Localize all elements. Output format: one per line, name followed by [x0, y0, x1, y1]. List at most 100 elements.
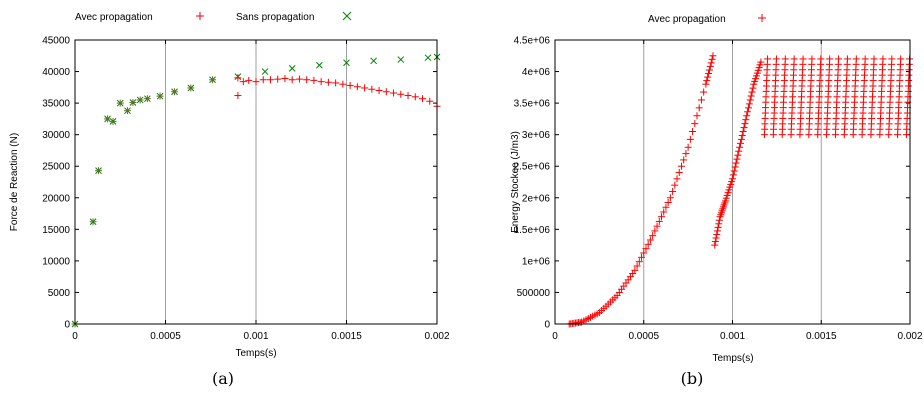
chart-b-xtick-label: 0.0015	[806, 331, 837, 342]
chart-a-legend: Avec propagation Sans propagation	[75, 11, 352, 23]
chart-a-point-avec	[156, 92, 164, 100]
chart-b-point	[735, 147, 743, 155]
chart-a-marks	[71, 53, 441, 328]
chart-a-point-avec	[116, 99, 124, 107]
chart-a-point-sans	[343, 59, 350, 67]
chart-a-legend-marker-avec	[196, 12, 204, 20]
chart-a-point-avec	[281, 74, 289, 82]
chart-b-point	[748, 88, 756, 96]
chart-b-point	[808, 55, 816, 63]
chart-a-point-avec	[303, 76, 311, 84]
chart-b-point	[764, 55, 772, 63]
chart-b-point	[658, 213, 665, 221]
chart-b-point	[653, 222, 661, 230]
chart-b-point	[852, 55, 860, 63]
chart-a-point-avec	[245, 76, 253, 84]
chart-b-point	[826, 55, 834, 63]
chart-b-point	[680, 156, 688, 164]
chart-a-point-avec	[397, 90, 405, 98]
chart-b-point	[730, 167, 738, 175]
chart-a-point-avec	[310, 76, 318, 84]
chart-b-point	[732, 159, 740, 167]
chart-b-ytick-label: 1.5e+06	[514, 225, 551, 236]
chart-b-point	[669, 187, 677, 195]
chart-b-point	[675, 169, 683, 177]
chart-a-legend-marker-sans	[342, 11, 352, 21]
chart-a-point-sans	[261, 68, 269, 75]
chart-a-point-avec	[259, 76, 267, 84]
chart-b-ytick-label: 2.5e+06	[514, 162, 551, 173]
chart-b-point	[747, 92, 755, 100]
chart-a-point-avec	[252, 78, 260, 86]
chart-b-point	[689, 128, 697, 136]
chart-b-point	[646, 236, 654, 244]
chart-b-ytick-label: 3.5e+06	[514, 99, 551, 110]
chart-a-ytick-label: 30000	[42, 130, 70, 141]
chart-a-point-avec	[368, 85, 376, 93]
chart-b-point	[888, 55, 896, 63]
chart-b-ytick-label: 3e+06	[522, 130, 551, 141]
chart-b-point	[697, 96, 705, 104]
chart-a-point-avec	[426, 97, 434, 105]
chart-b-point	[731, 163, 739, 171]
chart-a-point-avec	[187, 84, 195, 92]
chart-b-point	[742, 116, 750, 124]
chart-b-point	[638, 253, 646, 261]
chart-b-ticks: 0 0.0005 0.001 0.0015 0.002 0 500000 1e+06 1.5e+…	[514, 36, 923, 343]
chart-a-point-avec	[295, 75, 303, 83]
chart-b-point	[691, 120, 699, 128]
chart-a-ytick-label: 40000	[42, 67, 70, 78]
chart-a-xtick-label: 0	[72, 331, 78, 342]
chart-b-ytick-label: 4e+06	[522, 67, 551, 78]
chart-a-point-avec	[332, 79, 340, 87]
chart-a-xlabel: Temps(s)	[235, 348, 276, 359]
chart-a-point-avec	[346, 81, 354, 89]
chart-b-point	[799, 55, 807, 63]
chart-b-point	[708, 55, 716, 63]
chart-a-point-avec	[361, 84, 369, 92]
chart-a-point-avec	[234, 92, 242, 100]
chart-b-point	[897, 55, 905, 63]
chart-b-point	[835, 55, 843, 63]
chart-b-point	[660, 208, 668, 216]
chart-a-legend-label-avec: Avec propagation	[75, 12, 153, 23]
chart-b-point	[671, 181, 679, 189]
chart-a-plot-frame	[74, 39, 438, 325]
chart-a-ticks: 0 0.0005 0.001 0.0015 0.002 0 5000 10000 15000 20…	[42, 36, 450, 343]
chart-b-point	[704, 73, 712, 81]
chart-a-grid	[165, 40, 347, 324]
chart-b-marks	[565, 52, 914, 328]
chart-b-point	[715, 216, 723, 224]
chart-a-xtick-label: 0.002	[424, 331, 449, 342]
chart-a-point-avec	[404, 92, 412, 100]
chart-b-point	[746, 96, 754, 104]
chart-a-point-avec	[411, 93, 419, 101]
chart-b-point	[705, 66, 713, 74]
chart-b-point	[749, 84, 757, 92]
chart-b-point	[686, 135, 694, 143]
chart-b-point	[644, 240, 652, 248]
chart-b-point	[705, 70, 713, 78]
chart-b-legend: Avec propagation	[648, 14, 766, 25]
chart-a-point-avec	[382, 88, 390, 96]
chart-b-legend-label-avec: Avec propagation	[648, 14, 726, 25]
chart-a-point-avec	[324, 78, 332, 86]
chart-a-point-avec	[353, 83, 361, 91]
chart-b-point	[640, 249, 648, 257]
chart-a-point-avec	[143, 95, 151, 103]
chart-b-plot-frame	[554, 39, 911, 325]
chart-b-point	[635, 258, 643, 266]
chart-b-point	[843, 55, 851, 63]
chart-a-point-avec	[109, 117, 117, 125]
chart-b-point	[870, 55, 878, 63]
chart-a-point-avec	[234, 74, 242, 82]
chart-b-point	[739, 128, 747, 136]
chart-b-point	[733, 155, 741, 163]
chart-b-point	[743, 112, 751, 120]
chart-b-point	[781, 55, 789, 63]
chart-b-point	[861, 55, 869, 63]
chart-b-point	[736, 139, 744, 147]
chart-b-point	[711, 241, 719, 249]
chart-b-point	[706, 62, 714, 70]
